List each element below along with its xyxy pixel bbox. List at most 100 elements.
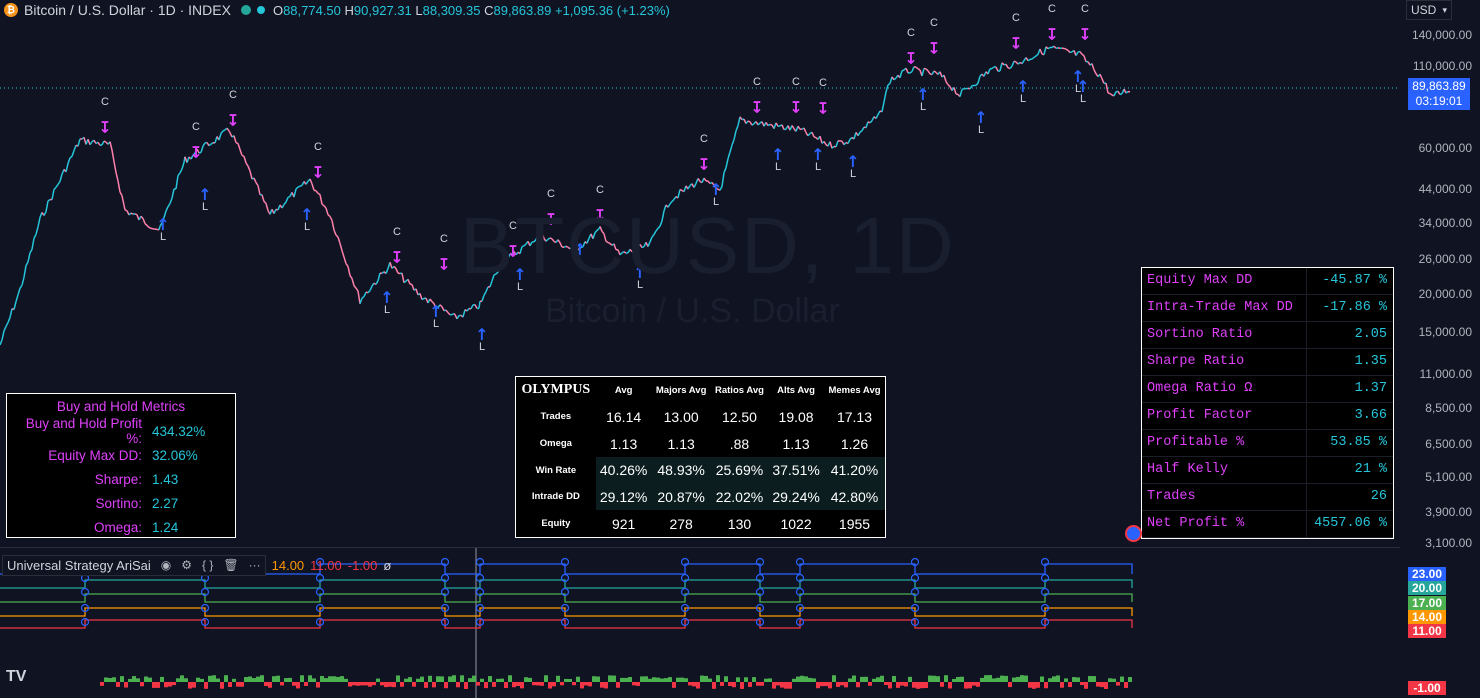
histogram-bar (1100, 682, 1104, 688)
indicator-step-line (0, 607, 1133, 617)
price-segment (1033, 55, 1037, 59)
histogram-bar (408, 677, 412, 682)
more-icon[interactable]: ··· (248, 558, 261, 572)
indicator-marker (475, 603, 485, 613)
price-segment (1093, 69, 1097, 75)
olympus-cell: 37.51% (768, 456, 824, 484)
olympus-cell: 48.93% (651, 456, 711, 484)
metric-label: Trades (1142, 483, 1307, 511)
olympus-row: Equity 921 278 130 1022 1955 (516, 510, 885, 537)
eye-icon[interactable]: ◉ (160, 558, 172, 572)
olympus-row-label: Intrade DD (531, 491, 580, 503)
histogram-bar (548, 682, 552, 689)
long-arrow-icon: ↑ (380, 288, 393, 307)
price-segment (235, 141, 239, 145)
histogram-bar (1108, 678, 1112, 682)
histogram-bar (352, 682, 356, 686)
histogram-bar (224, 675, 228, 682)
histogram-bar (300, 675, 304, 682)
short-arrow-icon: ↧ (311, 163, 324, 182)
price-segment (99, 144, 103, 147)
histogram-bar (524, 677, 528, 682)
olympus-cell: 1022 (780, 515, 812, 532)
trash-icon[interactable]: 🗑 (223, 558, 239, 572)
open-value: 88,774.50 (283, 2, 341, 18)
metric-label: Omega Ratio Ω (1142, 375, 1307, 403)
btc-icon: ₿ (4, 3, 18, 17)
close-signal-label: C (1048, 3, 1056, 15)
price-segment (253, 177, 257, 183)
price-segment (441, 306, 445, 311)
symbol-title[interactable]: Bitcoin / U.S. Dollar · 1D · INDEX (24, 2, 231, 18)
price-segment (239, 149, 243, 156)
settings-icon[interactable]: ⚙ (181, 558, 193, 572)
price-segment (226, 127, 230, 132)
metric-label: Equity Max DD (1142, 268, 1307, 295)
histogram-bar (828, 682, 832, 689)
histogram-bar (140, 682, 144, 687)
pane-divider[interactable] (0, 547, 1400, 548)
ohlc-values: O88,774.50 H90,927.31 L88,309.35 C89,863… (272, 2, 670, 18)
currency-select[interactable]: USD ▾ (1406, 0, 1452, 20)
long-arrow-icon: ↑ (1016, 77, 1029, 96)
price-segment (421, 297, 425, 301)
histogram-bar (1028, 682, 1032, 688)
long-arrow-icon: ↑ (846, 152, 859, 171)
indicator-name-box[interactable]: Universal Strategy AriSai ◉ ⚙ { } 🗑 ··· (2, 554, 266, 576)
price-segment (739, 116, 743, 121)
histogram-bar (924, 682, 928, 689)
indicator-name[interactable]: Universal Strategy AriSai (7, 557, 151, 573)
price-segment (1013, 60, 1017, 63)
source-code-icon[interactable]: { } (202, 558, 214, 572)
histogram-bar (796, 676, 800, 682)
price-segment (451, 312, 455, 316)
histogram-bar (620, 677, 624, 682)
watermark-symbol: BTCUSD, 1D (460, 201, 956, 290)
price-chart[interactable]: C↧ C↧C↧C↧C↧C↧C↧C↧C↧C↧C↧C↧C↧C↧C↧C↧C↧C↧↑L↑L… (0, 0, 1400, 547)
price-axis[interactable]: 140,000.00 110,000.00 60,000.00 44,000.00 34… (1400, 20, 1480, 550)
histogram-bar (148, 677, 152, 682)
indicator-marker (1040, 557, 1050, 567)
indicator-pane[interactable] (0, 548, 1400, 698)
indicator-legend[interactable]: Universal Strategy AriSai ◉ ⚙ { } 🗑 ··· … (2, 554, 391, 576)
price-segment (1047, 46, 1051, 50)
price-segment (341, 250, 345, 258)
price-segment (515, 251, 519, 256)
price-segment (124, 209, 128, 212)
price-segment (877, 110, 881, 115)
price-segment (939, 71, 943, 78)
histogram-bar (536, 682, 540, 686)
price-segment (263, 200, 267, 204)
price-segment (190, 155, 194, 160)
histogram-bar (228, 682, 232, 687)
price-segment (657, 225, 661, 229)
indicator-marker (475, 557, 485, 567)
indicator-value-3: -1.00 (347, 557, 378, 573)
histogram-bar (612, 675, 616, 682)
price-segment (247, 165, 251, 172)
histogram-bar (1048, 678, 1052, 682)
histogram-bar (648, 678, 652, 682)
price-segment (1011, 60, 1015, 67)
histogram-bar (240, 682, 244, 687)
long-signal-label: L (384, 304, 390, 316)
symbol-legend[interactable]: ₿ Bitcoin / U.S. Dollar · 1D · INDEX O88… (4, 0, 670, 20)
histogram-bar (120, 676, 124, 682)
indicator-marker (795, 557, 805, 567)
price-segment (447, 312, 451, 316)
price-segment (443, 309, 447, 312)
price-segment (186, 156, 190, 163)
histogram-bar (696, 682, 700, 689)
price-segment (1065, 48, 1069, 52)
histogram-bar (428, 675, 432, 682)
histogram-bar (1096, 682, 1100, 687)
indicator-marker (755, 603, 765, 613)
histogram-bar (960, 676, 964, 682)
market-status-icon[interactable] (240, 5, 251, 15)
olympus-row-label: Omega (539, 438, 572, 450)
price-segment (257, 185, 261, 195)
histogram-bar (1036, 682, 1040, 688)
histogram-bar (168, 682, 172, 687)
price-segment (737, 116, 741, 126)
us-flag-icon[interactable] (1125, 525, 1142, 542)
